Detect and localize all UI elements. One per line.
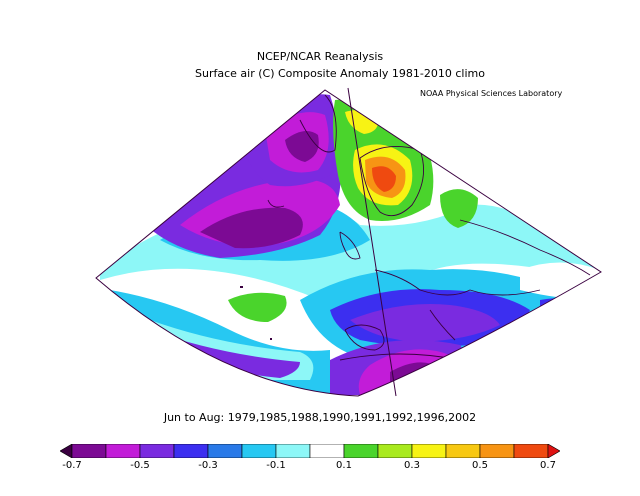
iberia-coast xyxy=(344,324,385,351)
colorbar-tick-label: 0.1 xyxy=(336,460,352,471)
colorbar-swatch xyxy=(275,444,311,458)
colorbar-tick-label: -0.1 xyxy=(266,460,286,471)
greenland-coast xyxy=(299,94,337,153)
colorbar-tick-label: -0.3 xyxy=(198,460,218,471)
map-title: NCEP/NCAR Reanalysis xyxy=(256,50,384,63)
map-subtitle: Surface air (C) Composite Anomaly 1981-2… xyxy=(195,67,485,80)
colorbar-swatch xyxy=(207,444,243,458)
azores-dot xyxy=(240,286,243,288)
map-outline xyxy=(95,89,602,397)
russia-green-patch xyxy=(440,189,478,228)
russia-border xyxy=(459,219,591,276)
colorbar-arrow-low xyxy=(60,444,73,458)
scandinavia-coast xyxy=(359,145,425,217)
colorbar-swatch xyxy=(411,444,447,458)
canary-dot xyxy=(270,338,272,340)
colorbar-arrow-high xyxy=(547,444,560,458)
colorbar-swatch xyxy=(309,444,345,458)
colorbar-tick-label: -0.7 xyxy=(62,460,82,471)
colorbar-swatch xyxy=(377,444,413,458)
southwest-violet-streak xyxy=(150,330,300,378)
prime-meridian-line xyxy=(347,87,397,397)
iceland-coast xyxy=(267,199,285,208)
colorbar-swatch xyxy=(445,444,481,458)
colorbar-tick-label: 0.7 xyxy=(540,460,556,471)
colorbar-swatch xyxy=(173,444,209,458)
europe-violet-region xyxy=(350,304,500,342)
colorbar-tick-label: -0.5 xyxy=(130,460,150,471)
colorbar-swatch xyxy=(479,444,515,458)
colorbar-tick-label: 0.5 xyxy=(472,460,488,471)
colorbar xyxy=(60,444,560,458)
credit-label: NOAA Physical Sciences Laboratory xyxy=(420,89,563,98)
scandinavia-red-core xyxy=(372,166,396,192)
deep-purple-core-atlantic xyxy=(200,207,303,249)
colorbar-swatch xyxy=(71,444,107,458)
greenland-deep-core xyxy=(285,131,319,162)
colorbar-swatch xyxy=(105,444,141,458)
uk-coast xyxy=(339,231,361,260)
colorbar-swatch xyxy=(241,444,277,458)
atlantic-green-patch xyxy=(228,292,287,322)
colorbar-swatch xyxy=(343,444,379,458)
italy-coast xyxy=(429,309,456,341)
europe-coast xyxy=(374,269,541,296)
colorbar-swatch xyxy=(513,444,549,458)
colorbar-swatch xyxy=(139,444,175,458)
period-label: Jun to Aug: 1979,1985,1988,1990,1991,199… xyxy=(163,411,477,424)
colorbar-tick-label: 0.3 xyxy=(404,460,420,471)
